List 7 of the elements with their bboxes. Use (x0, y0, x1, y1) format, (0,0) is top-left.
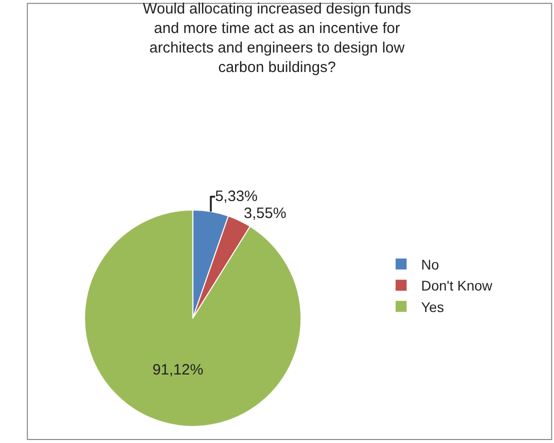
data-label: 91,12% (152, 362, 204, 379)
legend-label: No (421, 256, 440, 272)
data-label: 3,55% (244, 205, 286, 222)
chart-title: Would allocating increased design funds and more time act as an incentive for architects and engineers to design low carbon buildings? (142, 0, 412, 76)
data-label: 5,33% (215, 188, 258, 206)
legend-label: Don't Know (421, 278, 494, 294)
legend-label: Yes (421, 298, 444, 315)
